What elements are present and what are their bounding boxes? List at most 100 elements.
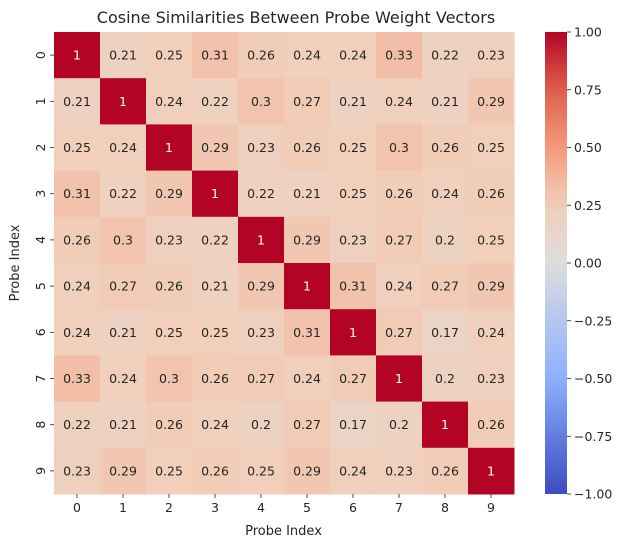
- cell-value-label: 0.23: [477, 48, 505, 63]
- heatmap-cell: [376, 355, 423, 403]
- heatmap-cell: [284, 355, 331, 403]
- heatmap-cell: [284, 170, 331, 218]
- x-tick-label: 3: [211, 500, 219, 515]
- cell-value-label: 0.33: [385, 48, 413, 63]
- x-tick-label: 9: [487, 500, 495, 515]
- cell-value-label: 0.26: [431, 463, 459, 478]
- heatmap-cell: [54, 309, 101, 356]
- cell-value-label: 0.24: [431, 186, 459, 201]
- x-axis-label: Probe Index: [245, 524, 322, 539]
- cell-value-label: 0.3: [159, 371, 179, 386]
- cell-value-label: 0.25: [339, 140, 367, 155]
- cell-value-label: 0.25: [477, 232, 505, 247]
- cell-value-label: 0.31: [201, 48, 229, 63]
- cell-value-label: 1: [441, 417, 449, 432]
- cell-value-label: 0.24: [477, 325, 505, 340]
- cell-value-label: 0.29: [477, 279, 505, 294]
- cell-value-label: 0.33: [63, 371, 91, 386]
- heatmap-cell: [376, 78, 423, 125]
- heatmap-cell: [146, 401, 193, 449]
- heatmap-cell: [146, 309, 193, 356]
- y-axis-ticks: 0 1 2 3 4 5 6 7 8 9: [33, 51, 54, 475]
- cell-value-label: 0.23: [477, 371, 505, 386]
- heatmap-cell: [54, 170, 101, 218]
- colorbar-tick-label: 0.75: [574, 82, 602, 97]
- cell-value-label: 0.24: [63, 279, 91, 294]
- cell-value-label: 0.24: [109, 371, 137, 386]
- cell-value-label: 0.26: [155, 279, 183, 294]
- cell-value-label: 1: [257, 232, 265, 247]
- heatmap-cell: [238, 78, 285, 125]
- cell-value-label: 0.24: [201, 417, 229, 432]
- heatmap-cell: [422, 32, 469, 79]
- heatmap-cell: [422, 447, 469, 495]
- heatmap-cell: [376, 216, 423, 264]
- cell-value-label: 0.23: [155, 232, 183, 247]
- cell-value-label: 0.24: [109, 140, 137, 155]
- heatmap-cell: [376, 170, 423, 218]
- cell-value-label: 0.23: [63, 463, 91, 478]
- heatmap-cell: [100, 447, 147, 495]
- cell-value-label: 0.24: [385, 94, 413, 109]
- heatmap-cell: [422, 263, 469, 310]
- cell-value-label: 1: [165, 140, 173, 155]
- cell-value-label: 0.29: [109, 463, 137, 478]
- cell-value-label: 0.17: [339, 417, 367, 432]
- cell-value-label: 0.25: [63, 140, 91, 155]
- cell-value-label: 0.24: [385, 279, 413, 294]
- cell-value-label: 0.27: [385, 325, 413, 340]
- cell-value-label: 0.24: [339, 463, 367, 478]
- heatmap-cell: [422, 170, 469, 218]
- y-tick-label: 5: [33, 282, 48, 290]
- cell-value-label: 0.26: [201, 463, 229, 478]
- heatmap-cell: [330, 170, 377, 218]
- cell-value-label: 0.21: [201, 279, 229, 294]
- heatmap-cell: [54, 447, 101, 495]
- cell-value-label: 0.24: [155, 94, 183, 109]
- cell-value-label: 1: [487, 463, 495, 478]
- cell-value-label: 0.21: [109, 325, 137, 340]
- cell-value-label: 0.27: [431, 279, 459, 294]
- heatmap-cell: [284, 216, 331, 264]
- y-axis-label: Probe Index: [8, 224, 23, 301]
- cell-value-label: 0.29: [293, 463, 321, 478]
- cell-value-label: 0.3: [113, 232, 133, 247]
- heatmap-cell: [468, 401, 515, 449]
- cell-value-label: 0.27: [247, 371, 275, 386]
- cell-value-label: 0.2: [435, 232, 455, 247]
- heatmap-cell: [100, 170, 147, 218]
- cell-value-label: 0.22: [201, 94, 229, 109]
- heatmap-cell: [330, 32, 377, 79]
- chart-title: Cosine Similarities Between Probe Weight…: [97, 8, 495, 27]
- heatmap-cell: [54, 124, 101, 172]
- heatmap-cell: [330, 309, 377, 356]
- cell-value-label: 0.27: [339, 371, 367, 386]
- cell-value-label: 0.26: [477, 186, 505, 201]
- colorbar-tick-label: −0.50: [574, 371, 612, 386]
- heatmap-cell: [54, 355, 101, 403]
- cell-value-label: 1: [349, 325, 357, 340]
- cell-value-label: 0.31: [63, 186, 91, 201]
- heatmap-cell: [284, 32, 331, 79]
- heatmap-cell: [284, 401, 331, 449]
- heatmap-cell: [146, 78, 193, 125]
- heatmap-cell: [100, 263, 147, 310]
- cell-value-label: 1: [211, 186, 219, 201]
- heatmap-cell: [376, 32, 423, 79]
- heatmap-cell: [284, 263, 331, 310]
- cell-value-label: 0.29: [201, 140, 229, 155]
- heatmap-cell: [192, 401, 239, 449]
- cell-value-label: 0.21: [63, 94, 91, 109]
- cell-value-label: 0.26: [247, 48, 275, 63]
- colorbar: [545, 32, 567, 494]
- heatmap-cell: [468, 78, 515, 125]
- heatmap-cell: [238, 124, 285, 172]
- cell-value-label: 0.29: [477, 94, 505, 109]
- heatmap-cell: [468, 447, 515, 495]
- cell-value-label: 0.25: [155, 48, 183, 63]
- heatmap-cell: [100, 355, 147, 403]
- cell-value-label: 0.26: [477, 417, 505, 432]
- heatmap-cell: [238, 401, 285, 449]
- cell-value-label: 0.24: [63, 325, 91, 340]
